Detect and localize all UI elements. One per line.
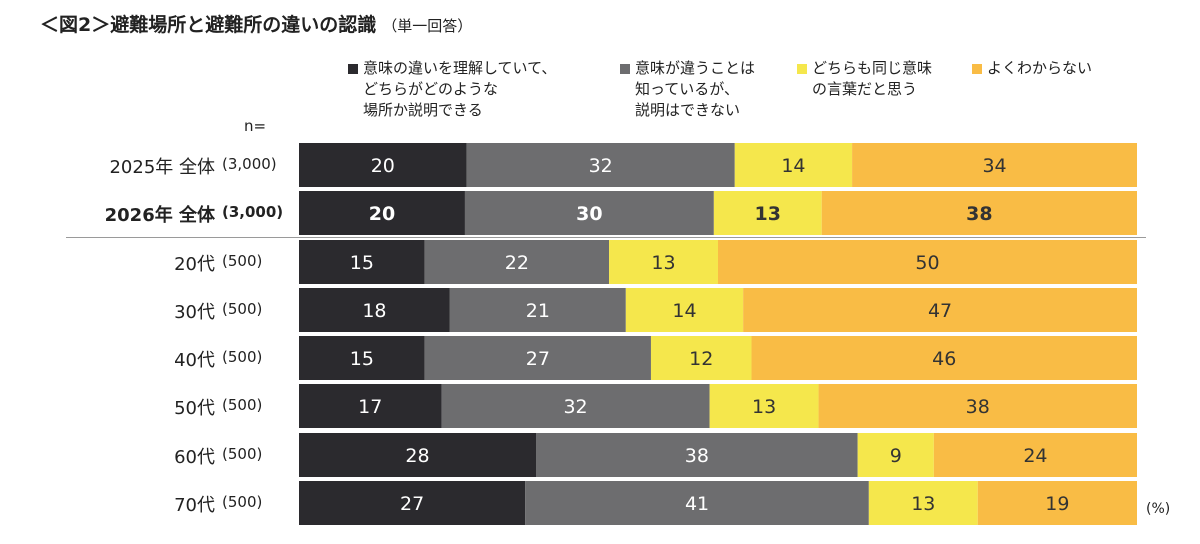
chart-title: ＜図2＞避難場所と避難所の違いの認識 （単一回答） [40,10,472,37]
bar-segment-r8-s3 [868,481,978,525]
bar-segment-r7-s4 [933,433,1137,477]
data-label-r4-s4: 47 [928,300,952,322]
bar-segment-r3-s2 [424,240,610,284]
chart-subtitle: （単一回答） [382,17,473,35]
row-label-7: 60代 [174,447,215,468]
data-label-r6-s3: 13 [752,396,776,418]
data-label-r5-s3: 12 [689,348,713,370]
data-label-r7-s3: 9 [890,445,902,467]
data-label-r4-s3: 14 [672,300,696,322]
bar-segment-r7-s3 [857,433,934,477]
bar-segment-r1-s1 [299,143,467,187]
data-label-r7-s1: 28 [405,445,429,467]
bar-segment-r7-s2 [536,433,858,477]
bar-segment-r4-s1 [299,288,450,332]
legend-swatch-4 [972,64,982,74]
row-n-1: (3,000) [222,155,277,173]
bar-segment-r2-s4 [821,191,1137,235]
bar-segment-r6-s4 [818,384,1137,428]
n-label: n= [244,117,267,135]
data-label-r4-s1: 18 [362,300,386,322]
row-n-8: (500) [222,493,263,511]
bar-segment-r5-s1 [299,336,425,380]
data-label-r2-s2: 30 [576,203,602,225]
data-label-r1-s2: 32 [589,155,613,177]
legend-label-3: どちらも同じ意味 の言葉だと思う [812,59,933,98]
data-label-r3-s2: 22 [505,252,529,274]
legend-label-4: よくわからない [987,59,1093,77]
data-label-r8-s4: 19 [1045,493,1069,515]
row-label-4: 30代 [174,302,215,323]
bar-segment-r6-s2 [441,384,710,428]
row-n-2: (3,000) [222,203,284,221]
legend-swatch-3 [797,64,807,74]
data-label-r6-s2: 32 [563,396,587,418]
data-label-r7-s4: 24 [1023,445,1047,467]
data-label-r5-s4: 46 [932,348,956,370]
data-label-r1-s1: 20 [371,155,395,177]
row-label-8: 70代 [174,495,215,516]
row-n-7: (500) [222,445,263,463]
row-label-6: 50代 [174,398,215,419]
bar-segment-r2-s3 [713,191,822,235]
data-label-r3-s3: 13 [651,252,675,274]
legend-label-2: 意味が違うことは 知っているが、 説明はできない [635,59,756,119]
bar-segment-r8-s2 [525,481,869,525]
data-label-r5-s2: 27 [526,348,550,370]
data-label-r1-s3: 14 [781,155,805,177]
data-label-r2-s4: 38 [966,203,992,225]
row-n-6: (500) [222,396,263,414]
data-label-r1-s4: 34 [982,155,1006,177]
data-label-r5-s1: 15 [350,348,374,370]
bar-segment-r5-s3 [650,336,752,380]
data-label-r8-s1: 27 [400,493,424,515]
legend-swatch-1 [348,64,358,74]
data-label-r3-s1: 15 [350,252,374,274]
bar-segment-r3-s3 [609,240,718,284]
bar-segment-r2-s2 [464,191,714,235]
bar-segment-r7-s1 [299,433,537,477]
row-n-5: (500) [222,348,263,366]
unit-label: (%) [1146,501,1171,517]
bar-segment-r5-s2 [424,336,651,380]
bar-segment-r1-s2 [466,143,735,187]
row-label-2: 2026年 全体 [104,205,215,226]
bar-segment-r3-s4 [718,240,1137,284]
bar-segment-r2-s1 [299,191,465,235]
legend-swatch-2 [620,64,630,74]
bar-segment-r8-s1 [299,481,526,525]
data-label-r8-s2: 41 [685,493,709,515]
row-label-1: 2025年 全体 [109,157,215,178]
divider-line [66,237,1146,238]
row-label-3: 20代 [174,254,215,275]
data-label-r7-s2: 38 [685,445,709,467]
bar-segment-r6-s3 [709,384,819,428]
bar-segment-r3-s1 [299,240,425,284]
bar-segment-r4-s3 [625,288,744,332]
data-label-r8-s3: 13 [911,493,935,515]
bar-segment-r1-s4 [852,143,1137,187]
data-label-r2-s1: 20 [369,203,395,225]
data-label-r2-s3: 13 [755,203,781,225]
data-label-r6-s4: 38 [966,396,990,418]
chart-title-text: ＜図2＞避難場所と避難所の違いの認識 [40,14,377,36]
bar-segment-r5-s4 [751,336,1137,380]
data-label-r4-s2: 21 [526,300,550,322]
bar-segment-r8-s4 [977,481,1137,525]
bar-segment-r1-s3 [734,143,853,187]
row-label-5: 40代 [174,350,215,371]
data-label-r6-s1: 17 [358,396,382,418]
data-label-r3-s4: 50 [915,252,939,274]
row-n-4: (500) [222,300,263,318]
row-n-3: (500) [222,252,263,270]
bar-segment-r4-s4 [743,288,1137,332]
legend-label-1: 意味の違いを理解していて、 どちらがどのような 場所か説明できる [363,59,557,119]
bar-segment-r6-s1 [299,384,442,428]
bar-segment-r4-s2 [449,288,626,332]
